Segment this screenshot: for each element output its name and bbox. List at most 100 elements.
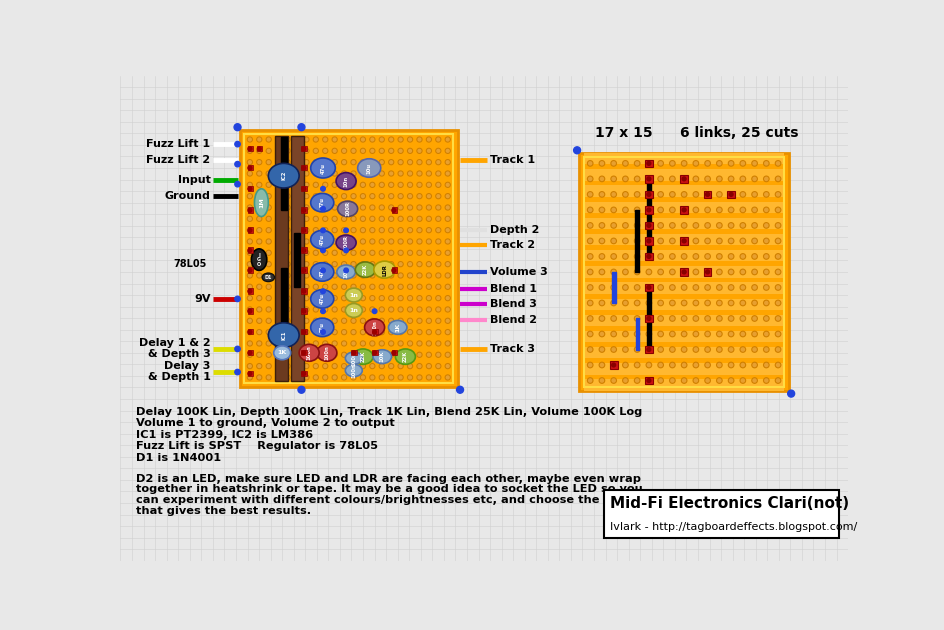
Circle shape	[295, 295, 299, 301]
Circle shape	[445, 318, 449, 323]
Circle shape	[417, 217, 420, 220]
Circle shape	[305, 376, 308, 379]
Circle shape	[323, 227, 328, 232]
Circle shape	[599, 364, 603, 367]
Circle shape	[247, 375, 252, 380]
Circle shape	[314, 263, 317, 265]
Circle shape	[588, 348, 591, 351]
Circle shape	[333, 240, 336, 243]
Circle shape	[333, 263, 336, 265]
Circle shape	[647, 208, 650, 212]
Circle shape	[751, 238, 756, 244]
Circle shape	[705, 178, 708, 180]
Circle shape	[276, 216, 280, 221]
Circle shape	[267, 217, 270, 220]
Circle shape	[313, 341, 318, 346]
Circle shape	[313, 182, 318, 187]
Circle shape	[285, 352, 290, 357]
Ellipse shape	[374, 261, 395, 278]
Circle shape	[407, 149, 413, 153]
Text: G: G	[257, 257, 261, 262]
Circle shape	[371, 376, 373, 379]
Circle shape	[314, 240, 317, 243]
Circle shape	[276, 250, 280, 255]
Circle shape	[716, 301, 721, 306]
Circle shape	[435, 329, 440, 335]
Circle shape	[323, 205, 328, 210]
Circle shape	[633, 316, 639, 321]
Circle shape	[681, 176, 686, 181]
Circle shape	[333, 183, 336, 186]
Bar	[680, 175, 687, 183]
Circle shape	[426, 273, 430, 278]
Circle shape	[694, 317, 697, 320]
Circle shape	[729, 286, 732, 289]
Circle shape	[446, 297, 448, 299]
Circle shape	[257, 318, 261, 323]
Bar	[583, 202, 784, 213]
Circle shape	[257, 284, 261, 289]
Circle shape	[739, 223, 745, 228]
Circle shape	[352, 183, 355, 186]
Circle shape	[360, 149, 365, 153]
Circle shape	[427, 274, 430, 277]
Circle shape	[398, 297, 401, 299]
Circle shape	[717, 348, 720, 351]
Circle shape	[763, 269, 768, 275]
Circle shape	[445, 182, 449, 187]
Circle shape	[371, 353, 373, 356]
Circle shape	[277, 240, 279, 243]
Circle shape	[324, 229, 327, 232]
Circle shape	[286, 183, 289, 186]
Circle shape	[323, 273, 328, 278]
Circle shape	[739, 362, 745, 368]
Circle shape	[729, 193, 732, 196]
Circle shape	[324, 172, 327, 175]
Circle shape	[362, 183, 364, 186]
Circle shape	[611, 301, 615, 306]
Circle shape	[598, 176, 604, 181]
Circle shape	[647, 177, 650, 181]
Circle shape	[599, 286, 603, 289]
Circle shape	[234, 161, 240, 167]
Circle shape	[277, 206, 279, 209]
Circle shape	[362, 195, 364, 198]
Circle shape	[658, 317, 662, 320]
Circle shape	[669, 316, 674, 321]
Circle shape	[247, 216, 252, 221]
Circle shape	[397, 171, 403, 176]
Circle shape	[623, 255, 626, 258]
Circle shape	[739, 192, 745, 197]
Bar	[301, 207, 307, 213]
Bar	[583, 315, 784, 326]
Circle shape	[371, 183, 373, 186]
Circle shape	[341, 341, 346, 346]
Circle shape	[398, 161, 401, 164]
Circle shape	[681, 362, 686, 368]
Circle shape	[623, 239, 626, 243]
Circle shape	[408, 319, 411, 322]
Circle shape	[774, 362, 780, 368]
Circle shape	[611, 207, 615, 212]
Circle shape	[764, 270, 767, 273]
Circle shape	[266, 227, 271, 232]
Circle shape	[445, 149, 449, 153]
Circle shape	[332, 273, 337, 278]
Circle shape	[257, 341, 261, 346]
Circle shape	[277, 376, 279, 379]
Circle shape	[657, 161, 663, 166]
Circle shape	[352, 206, 355, 209]
Circle shape	[332, 295, 337, 301]
Circle shape	[728, 223, 733, 228]
Circle shape	[379, 193, 384, 198]
Ellipse shape	[311, 158, 335, 178]
Circle shape	[267, 297, 270, 299]
Circle shape	[717, 178, 720, 180]
Circle shape	[295, 206, 298, 209]
Circle shape	[248, 183, 251, 186]
Circle shape	[305, 172, 308, 175]
Circle shape	[285, 171, 290, 176]
Circle shape	[295, 205, 299, 210]
Circle shape	[693, 192, 698, 197]
Circle shape	[646, 223, 651, 228]
